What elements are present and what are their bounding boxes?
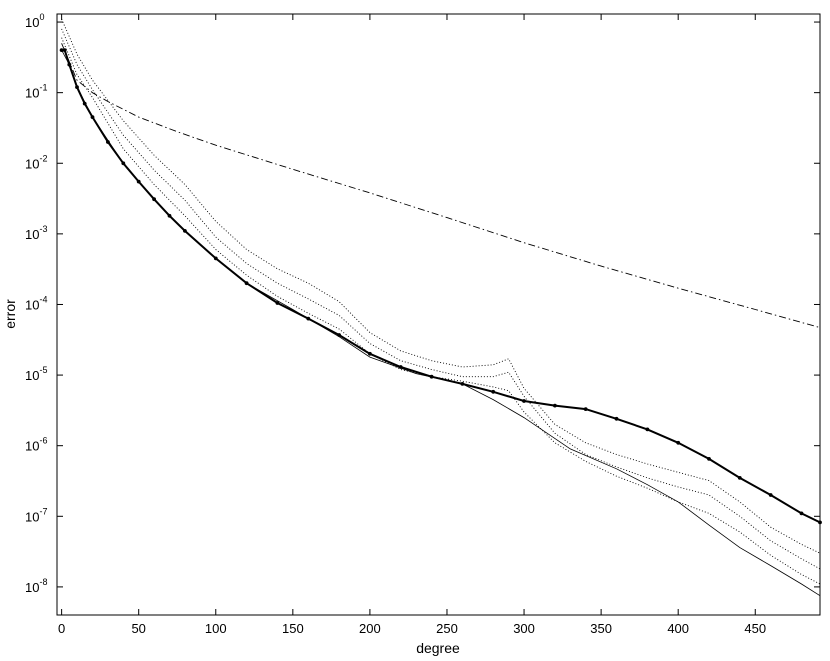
y-tick-label-3: 10-3: [25, 224, 47, 242]
x-tick-label-250: 250: [436, 621, 458, 636]
series-2-marker-28: [707, 457, 711, 461]
series-2-marker-25: [614, 416, 619, 421]
series-line-6-dotted: [61, 37, 821, 585]
x-tick-label-50: 50: [131, 621, 145, 636]
y-tick-label-7: 10-7: [25, 506, 47, 524]
series-2-marker-27: [676, 440, 681, 445]
x-axis-label: degree: [416, 640, 460, 656]
series-2-marker-26: [645, 427, 650, 432]
x-tick-label-150: 150: [282, 621, 304, 636]
series-line-5-dotted: [61, 28, 821, 570]
series-2-marker-10: [167, 213, 172, 218]
y-tick-label-0: 100: [25, 12, 44, 30]
x-tick-label-300: 300: [513, 621, 535, 636]
series-line-4-dotted: [61, 18, 821, 554]
series-2-marker-31: [799, 511, 804, 516]
series-2-marker-21: [491, 389, 496, 394]
x-tick-label-200: 200: [359, 621, 381, 636]
series-2-marker-23: [553, 403, 557, 408]
x-tick-label-400: 400: [667, 621, 689, 636]
series-2-marker-17: [368, 351, 372, 356]
y-tick-label-1: 10-1: [25, 83, 47, 101]
series-2-marker-30: [768, 493, 773, 497]
y-tick-label-8: 10-8: [25, 577, 47, 595]
y-tick-label-5: 10-5: [25, 365, 47, 383]
series-line-2-solid-with-markers: [61, 49, 821, 524]
series-2-marker-24: [583, 407, 588, 411]
y-tick-label-2: 10-2: [25, 153, 47, 171]
y-axis-label: error: [2, 299, 18, 329]
series-2-marker-1: [62, 48, 67, 52]
series-line-1-dash-dot: [61, 43, 821, 329]
y-axis-ticks: 100 10-1 10-2 10-3 10-4 10-5 10-6 10-7 10-8: [25, 12, 820, 595]
x-tick-label-450: 450: [744, 621, 766, 636]
x-tick-label-100: 100: [205, 621, 227, 636]
x-axis-ticks: 0 50 100 150 200 250 300 350 400 450: [58, 14, 766, 636]
series-layer: [59, 18, 822, 597]
plot-frame: [56, 13, 821, 616]
series-2-marker-29: [737, 476, 742, 480]
x-tick-label-350: 350: [590, 621, 612, 636]
series-2-marker-22: [522, 399, 526, 403]
y-tick-label-4: 10-4: [25, 294, 47, 312]
y-tick-label-6: 10-6: [25, 436, 47, 454]
series-line-3-solid: [61, 49, 821, 597]
series-2-marker-14: [275, 301, 280, 305]
x-tick-label-0: 0: [58, 621, 65, 636]
